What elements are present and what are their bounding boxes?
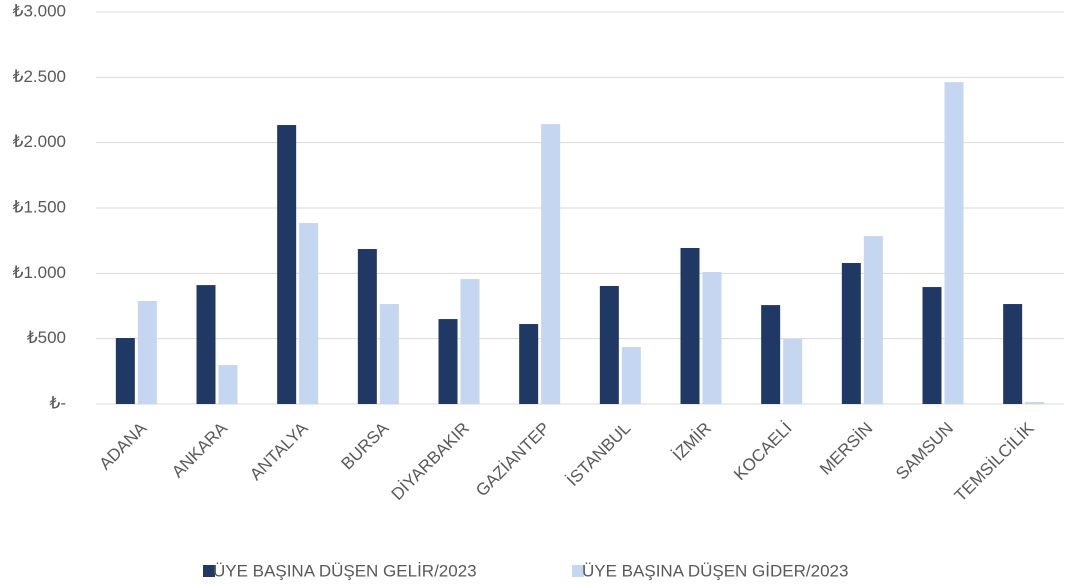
bar <box>1003 304 1023 404</box>
bar <box>115 338 135 404</box>
x-tick-label: TEMSİLCİLİK <box>951 418 1038 505</box>
y-tick-label: ₺2.500 <box>13 67 66 86</box>
legend-label: ÜYE BAŞINA DÜŞEN GELİR/2023 <box>213 561 477 580</box>
bar <box>621 347 641 404</box>
bar <box>299 223 319 404</box>
bar <box>1025 402 1045 404</box>
bar <box>277 125 297 404</box>
bar <box>783 339 803 404</box>
bar <box>379 304 399 404</box>
x-tick-label: ANKARA <box>168 418 231 481</box>
bar <box>702 272 722 404</box>
x-tick-label: İZMİR <box>669 419 715 465</box>
x-tick-label: GAZİANTEP <box>472 419 554 501</box>
y-tick-label: ₺3.000 <box>13 1 66 20</box>
x-tick-label: SAMSUN <box>892 419 957 484</box>
y-tick-label: ₺1.000 <box>13 263 66 282</box>
x-tick-label: BURSA <box>337 418 392 473</box>
x-tick-label: İSTANBUL <box>563 419 634 490</box>
x-tick-label: ANTALYA <box>246 418 312 484</box>
y-tick-label: ₺2.000 <box>13 132 66 151</box>
y-tick-label: ₺500 <box>27 328 66 347</box>
x-tick-label: DİYARBAKIR <box>388 419 473 504</box>
legend-label: ÜYE BAŞINA DÜŞEN GİDER/2023 <box>582 561 848 580</box>
x-tick-label: MERSİN <box>816 419 876 479</box>
x-tick-label: ADANA <box>95 418 150 473</box>
bar <box>460 279 480 404</box>
bar <box>680 247 700 404</box>
y-tick-label: ₺1.500 <box>13 197 66 216</box>
bar <box>357 249 377 404</box>
legend-swatch <box>572 565 584 577</box>
bar <box>196 285 216 404</box>
y-tick-label: ₺- <box>50 393 66 412</box>
bar <box>438 319 458 404</box>
x-tick-label: KOCAELİ <box>730 419 796 485</box>
bar <box>137 301 157 404</box>
bar <box>599 286 619 404</box>
bar <box>519 324 539 404</box>
bar <box>944 82 964 404</box>
bar <box>863 236 883 404</box>
bar <box>841 263 861 404</box>
legend-swatch <box>203 565 215 577</box>
bar <box>761 305 781 404</box>
bar <box>922 287 942 404</box>
bar <box>218 365 238 404</box>
bar <box>541 124 561 404</box>
